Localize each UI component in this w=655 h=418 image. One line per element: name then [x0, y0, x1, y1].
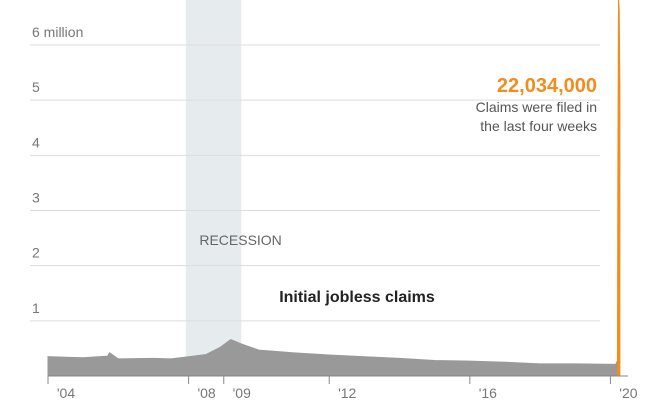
recession-label: RECESSION	[199, 232, 281, 248]
area	[47, 339, 618, 377]
y-tick-label: 3	[32, 189, 40, 205]
annotation-headline: 22,034,000	[497, 75, 597, 97]
x-tick-label: '08	[197, 385, 215, 401]
x-tick-label: '09	[233, 385, 251, 401]
x-tick-label: '04	[57, 385, 75, 401]
annotation-line: the last four weeks	[480, 118, 597, 134]
area	[616, 0, 621, 377]
y-tick-label: 1	[32, 300, 40, 316]
y-tick-label: 4	[32, 134, 40, 150]
x-tick-label: '12	[338, 385, 356, 401]
x-tick-label: '16	[479, 385, 497, 401]
annotation-line: Claims were filed in	[476, 99, 597, 115]
chart-title: Initial jobless claims	[279, 289, 435, 306]
recession-band	[185, 0, 242, 376]
x-tick-label: '20	[619, 385, 637, 401]
y-tick-label: 6 million	[32, 24, 83, 40]
y-tick-label: 2	[32, 245, 40, 261]
y-tick-label: 5	[32, 79, 40, 95]
